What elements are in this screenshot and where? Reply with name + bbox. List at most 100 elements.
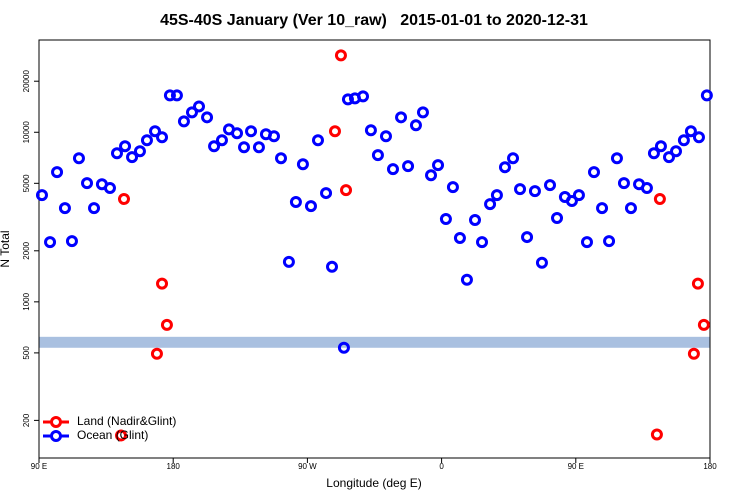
y-axis-label: N Total [0,230,12,267]
point [117,193,130,206]
point [337,341,350,354]
point [535,256,548,269]
point [544,179,557,192]
point [603,235,616,248]
point [691,277,704,290]
point [170,89,183,102]
point [409,119,422,132]
point [476,236,489,249]
y-tick-label: 1000 [22,292,31,310]
point [340,184,353,197]
y-tick-label: 20000 [22,70,31,93]
x-tick-label: 0 [439,462,444,471]
point [65,235,78,248]
point [551,212,564,225]
point [460,273,473,286]
point [326,260,339,273]
y-tick-label: 500 [22,346,31,360]
x-tick-label: 180 [703,462,717,471]
y-tick-label: 5000 [22,174,31,192]
point [215,134,228,147]
point [81,177,94,190]
point [44,236,57,249]
point [580,236,593,249]
y-tick-label: 200 [22,413,31,427]
point [110,147,123,160]
y-tick-label: 2000 [22,241,31,259]
point [252,141,265,154]
point [311,134,324,147]
point [304,200,317,213]
x-tick-label: 180 [167,462,181,471]
point [446,181,459,194]
point [282,255,295,268]
point [119,140,132,153]
point [596,202,609,215]
point [379,130,392,143]
point [572,189,585,202]
point [245,125,258,138]
point [201,111,214,124]
point [58,202,71,215]
legend-label: Land (Nadir&Glint) [77,414,176,428]
point [640,182,653,195]
point [35,189,48,202]
point [653,193,666,206]
point [156,277,169,290]
point [453,231,466,244]
point [624,202,637,215]
legend-marker [50,430,62,442]
point [231,127,244,140]
point [587,166,600,179]
point [469,213,482,226]
point [677,134,690,147]
point [650,428,663,441]
chart-title: 45S-40S January (Ver 10_raw) 2015-01-01 … [160,12,588,29]
point [364,124,377,137]
point [647,147,660,160]
point [267,130,280,143]
point [700,89,713,102]
point [328,125,341,138]
point [126,151,139,164]
point [610,152,623,165]
point [275,152,288,165]
point [289,195,302,208]
point [528,185,541,198]
point [432,159,445,172]
point [484,198,497,211]
point [72,152,85,165]
point [296,158,309,171]
point [662,151,675,164]
point [692,131,705,144]
shaded-band [39,336,710,348]
y-tick-label: 10000 [22,121,31,144]
point [156,131,169,144]
point [687,347,700,360]
point [490,189,503,202]
plot-frame [38,39,711,459]
point [88,202,101,215]
point [416,106,429,119]
point [357,90,370,103]
point [402,160,415,173]
point [386,163,399,176]
point [103,182,116,195]
point [684,125,697,138]
point [565,195,578,208]
point [507,152,520,165]
point [185,106,198,119]
point [334,49,347,62]
point [654,140,667,153]
point [617,177,630,190]
point [150,347,163,360]
point [439,212,452,225]
point [140,134,153,147]
point [697,318,710,331]
point [425,169,438,182]
x-axis-label: Longitude (deg E) [326,476,421,490]
point [115,429,128,442]
point [371,149,384,162]
point [133,145,146,158]
